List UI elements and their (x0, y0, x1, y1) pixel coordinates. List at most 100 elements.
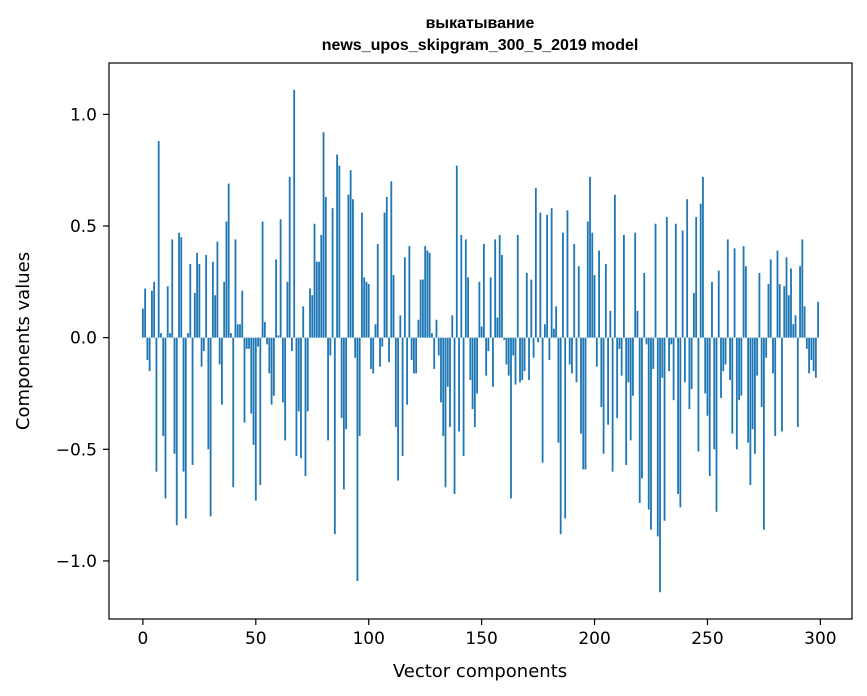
bar (358, 337, 361, 436)
bar (153, 281, 156, 338)
bar (141, 308, 144, 338)
bar (336, 154, 338, 338)
bar (740, 337, 743, 396)
bar (162, 337, 165, 436)
bar (627, 337, 630, 383)
bar (548, 337, 551, 360)
bar (559, 337, 562, 535)
bar (211, 261, 214, 338)
bar (223, 281, 226, 338)
bar (390, 181, 393, 338)
bar (347, 194, 350, 338)
bar (431, 333, 433, 338)
y-tick-label: 0.0 (70, 329, 97, 349)
bar (435, 319, 438, 338)
bar (713, 337, 716, 450)
bar (672, 337, 675, 401)
bar (814, 337, 817, 378)
bar (803, 306, 806, 338)
bar (286, 281, 289, 338)
bar (489, 277, 492, 338)
bar (205, 255, 208, 338)
bar (281, 337, 284, 403)
bar (471, 337, 474, 410)
bar (661, 337, 664, 378)
bars (141, 89, 820, 593)
bar (744, 266, 747, 338)
bar (397, 337, 399, 481)
bar (270, 337, 273, 405)
bar (550, 208, 553, 338)
chart-title: выкатывание (426, 15, 535, 32)
bar (566, 210, 569, 338)
bar (516, 234, 519, 338)
bar (717, 270, 720, 338)
bar (616, 337, 619, 419)
bar (729, 337, 731, 381)
bar (385, 196, 388, 338)
bar (295, 337, 298, 456)
bar (577, 266, 580, 338)
bar (297, 337, 300, 412)
bar (683, 337, 686, 383)
bar (320, 234, 323, 338)
bar (670, 337, 673, 345)
bar (805, 337, 808, 349)
bar (388, 337, 390, 363)
bar (383, 212, 386, 338)
bar (191, 337, 194, 465)
bar (291, 337, 293, 352)
x-axis-ticks: 0 50 100 150 200 250 300 (137, 619, 837, 649)
bar (769, 259, 772, 338)
bar (202, 337, 205, 352)
bar (552, 328, 555, 338)
bar (331, 208, 334, 338)
bar (230, 333, 232, 338)
bar (372, 337, 375, 374)
bar (279, 219, 282, 338)
bar (555, 306, 558, 338)
bar (604, 263, 607, 338)
bar (180, 237, 183, 338)
bar (196, 252, 198, 338)
bar (525, 272, 528, 338)
bar (451, 315, 454, 338)
bar (519, 337, 521, 383)
bar (492, 337, 494, 387)
bar (591, 232, 594, 338)
bar (794, 315, 797, 338)
bar (189, 263, 192, 338)
bar (634, 232, 637, 338)
bar (643, 272, 646, 338)
bar (580, 337, 582, 434)
bar (178, 232, 180, 338)
bar (611, 337, 614, 472)
bar (663, 337, 666, 521)
bar (487, 337, 490, 352)
bar (659, 337, 661, 593)
bar (720, 337, 722, 398)
bar (557, 337, 560, 443)
y-tick-label: 1.0 (70, 105, 97, 125)
x-tick-label: 0 (137, 629, 148, 649)
bar (302, 306, 305, 338)
bar (532, 337, 535, 358)
bar (333, 337, 336, 535)
bar (763, 337, 765, 530)
bar (248, 337, 250, 349)
bar (512, 337, 515, 356)
bar (623, 234, 625, 338)
bar (510, 337, 512, 499)
bar (645, 337, 648, 345)
bar (399, 315, 402, 338)
bar (796, 337, 799, 427)
bar (650, 337, 652, 530)
bar (345, 337, 348, 430)
bar (245, 337, 248, 349)
bar (340, 337, 343, 419)
bar (257, 337, 259, 347)
bar (349, 170, 352, 338)
bar (568, 337, 571, 365)
bar (288, 176, 291, 338)
